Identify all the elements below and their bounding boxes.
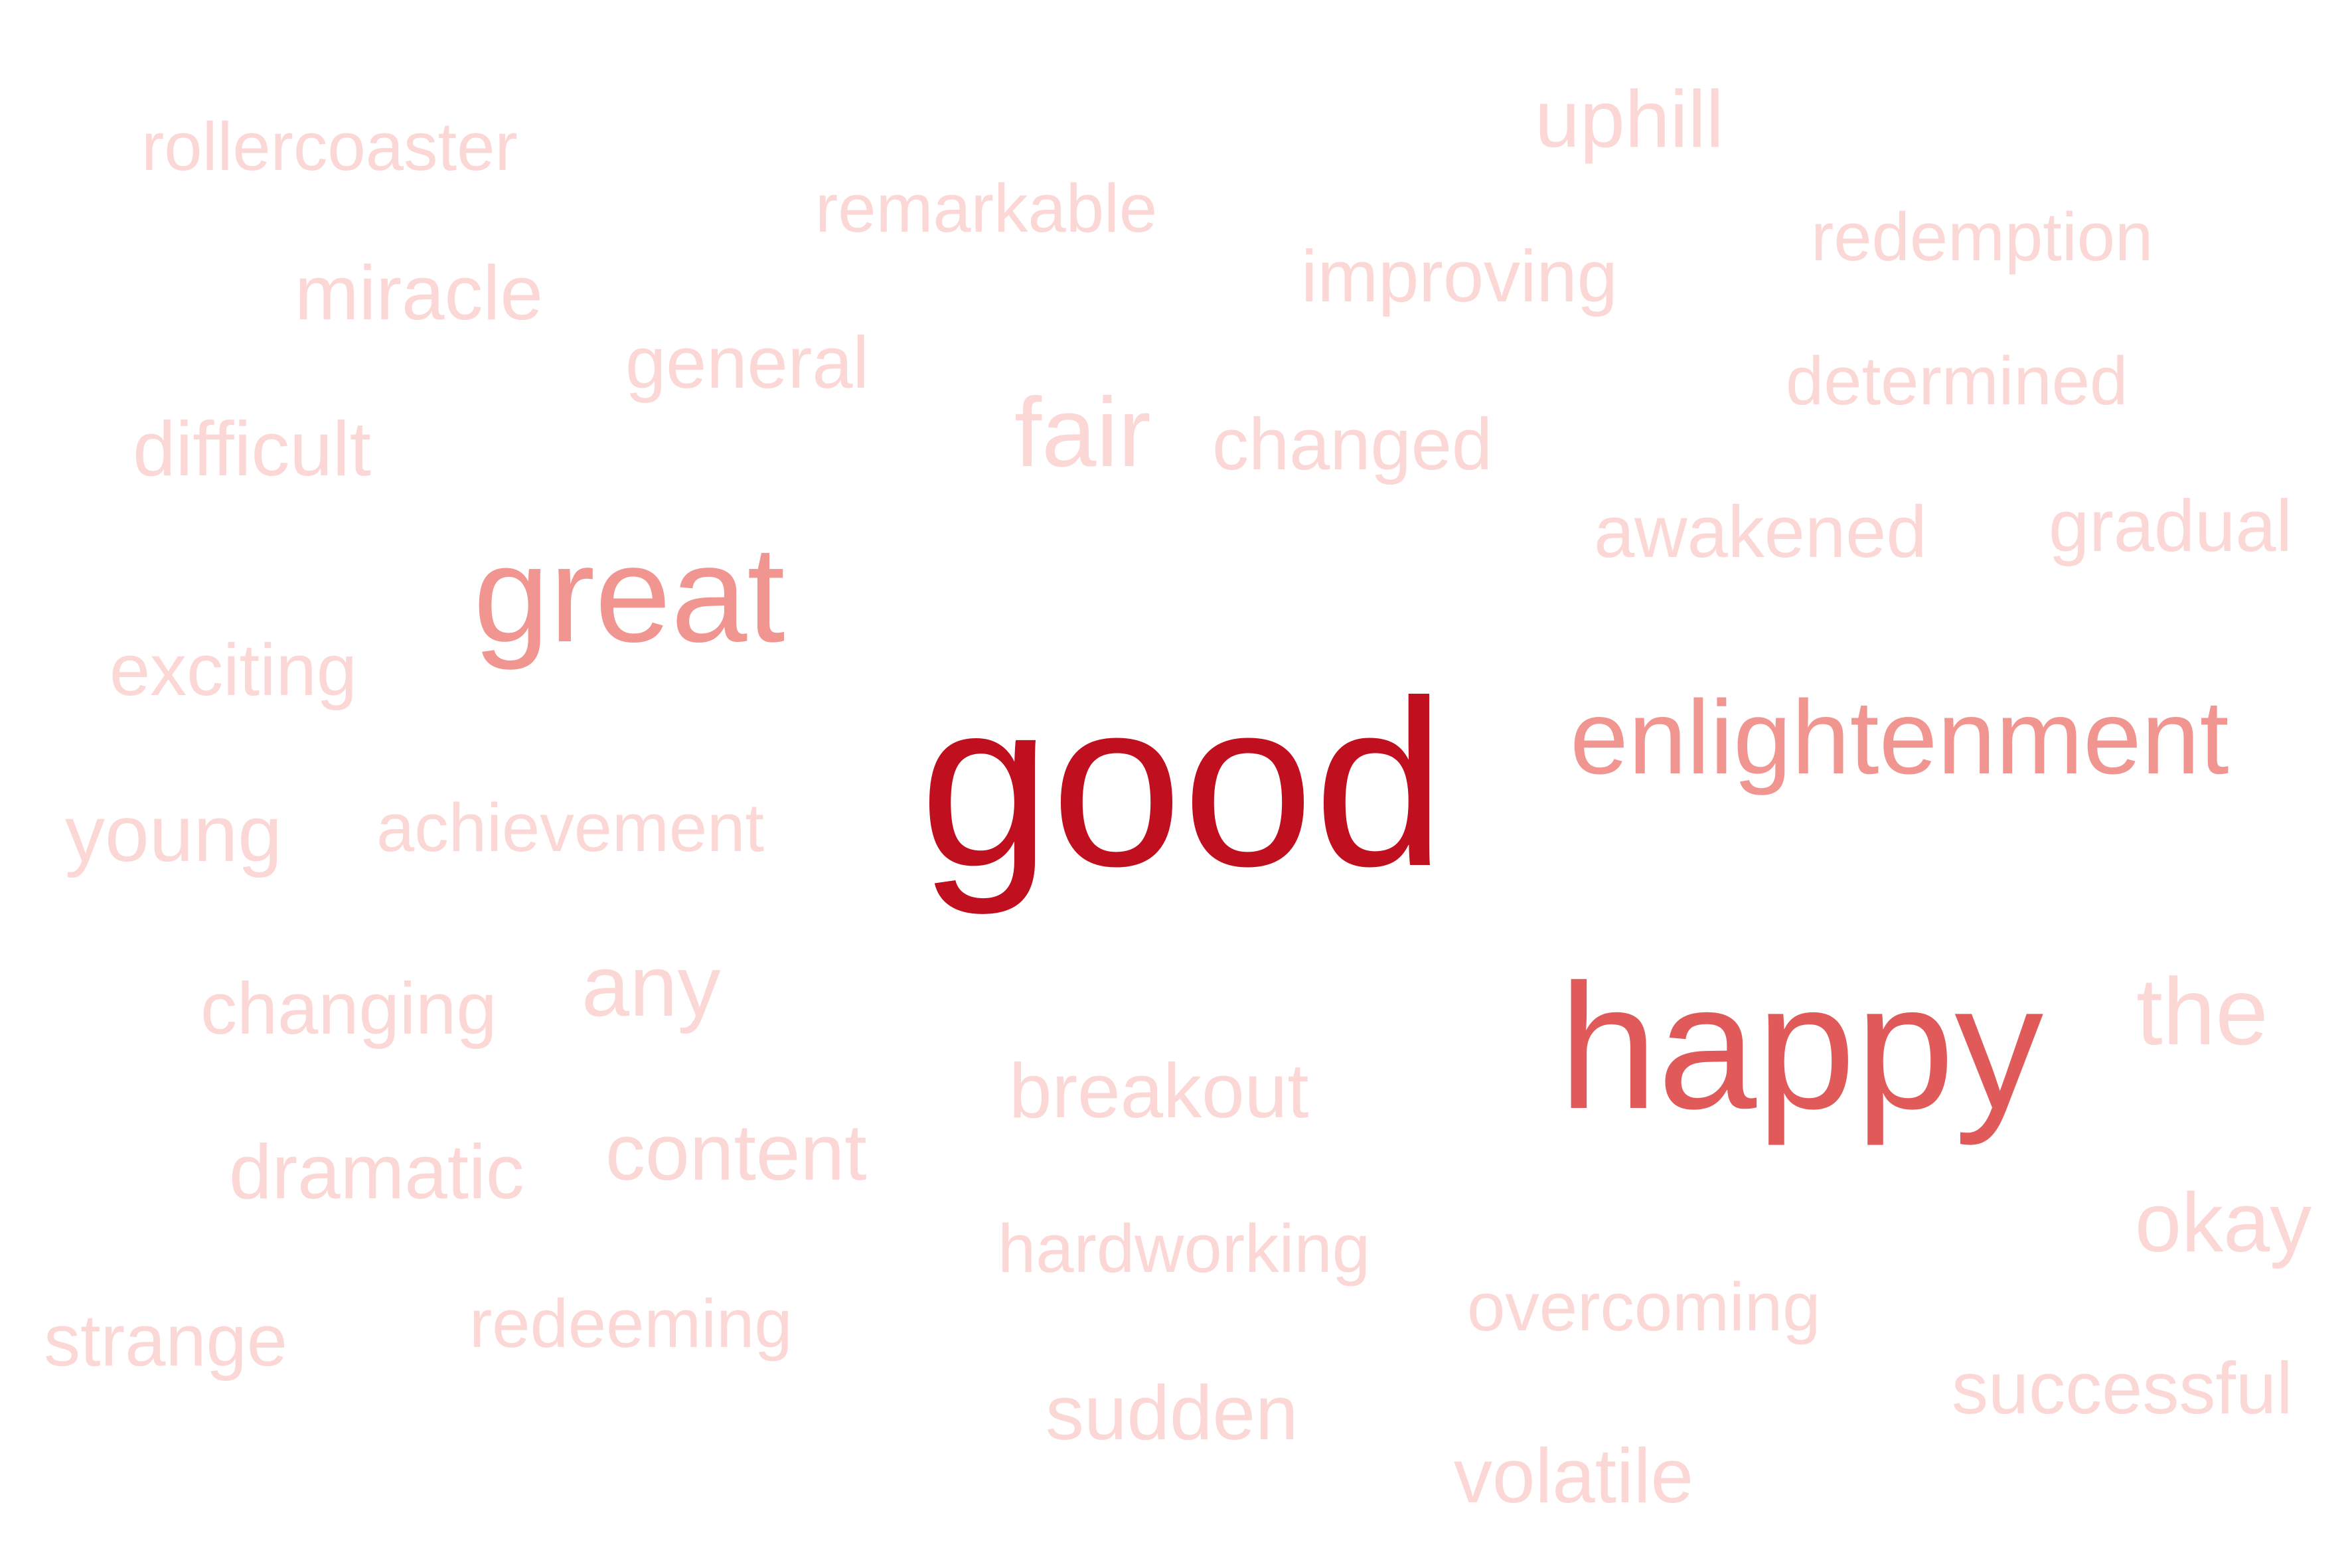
word-determined: determined <box>1786 342 2128 419</box>
word-redeeming: redeeming <box>469 1285 793 1362</box>
word-uphill: uphill <box>1535 73 1724 164</box>
word-good: good <box>919 651 1445 915</box>
word-strange: strange <box>44 1300 287 1382</box>
word-rollercoaster: rollercoaster <box>141 108 518 185</box>
word-improving: improving <box>1301 236 1618 318</box>
word-changed: changed <box>1212 404 1493 486</box>
word-miracle: miracle <box>295 250 543 337</box>
word-achievement: achievement <box>376 789 765 866</box>
word-okay: okay <box>2135 1175 2312 1269</box>
word-gradual: gradual <box>2049 485 2292 568</box>
word-exciting: exciting <box>110 629 357 712</box>
word-content: content <box>605 1108 867 1198</box>
word-redemption: redemption <box>1811 198 2154 275</box>
word-general: general <box>625 322 869 404</box>
word-dramatic: dramatic <box>229 1129 524 1215</box>
word-volatile: volatile <box>1454 1433 1694 1520</box>
word-the: the <box>2136 959 2268 1065</box>
word-breakout: breakout <box>1009 1048 1309 1135</box>
word-overcoming: overcoming <box>1467 1268 1821 1345</box>
word-any: any <box>582 937 721 1035</box>
word-difficult: difficult <box>133 406 371 493</box>
word-successful: successful <box>1952 1348 2293 1430</box>
word-remarkable: remarkable <box>815 169 1158 246</box>
word-enlightenment: enlightenment <box>1570 679 2229 796</box>
word-awakened: awakened <box>1594 491 1927 574</box>
word-young: young <box>65 789 282 879</box>
word-hardworking: hardworking <box>998 1210 1371 1287</box>
word-great: great <box>473 517 785 670</box>
word-fair: fair <box>1014 378 1151 488</box>
word-changing: changing <box>200 968 497 1050</box>
word-sudden: sudden <box>1046 1370 1298 1456</box>
word-happy: happy <box>1559 947 2044 1146</box>
